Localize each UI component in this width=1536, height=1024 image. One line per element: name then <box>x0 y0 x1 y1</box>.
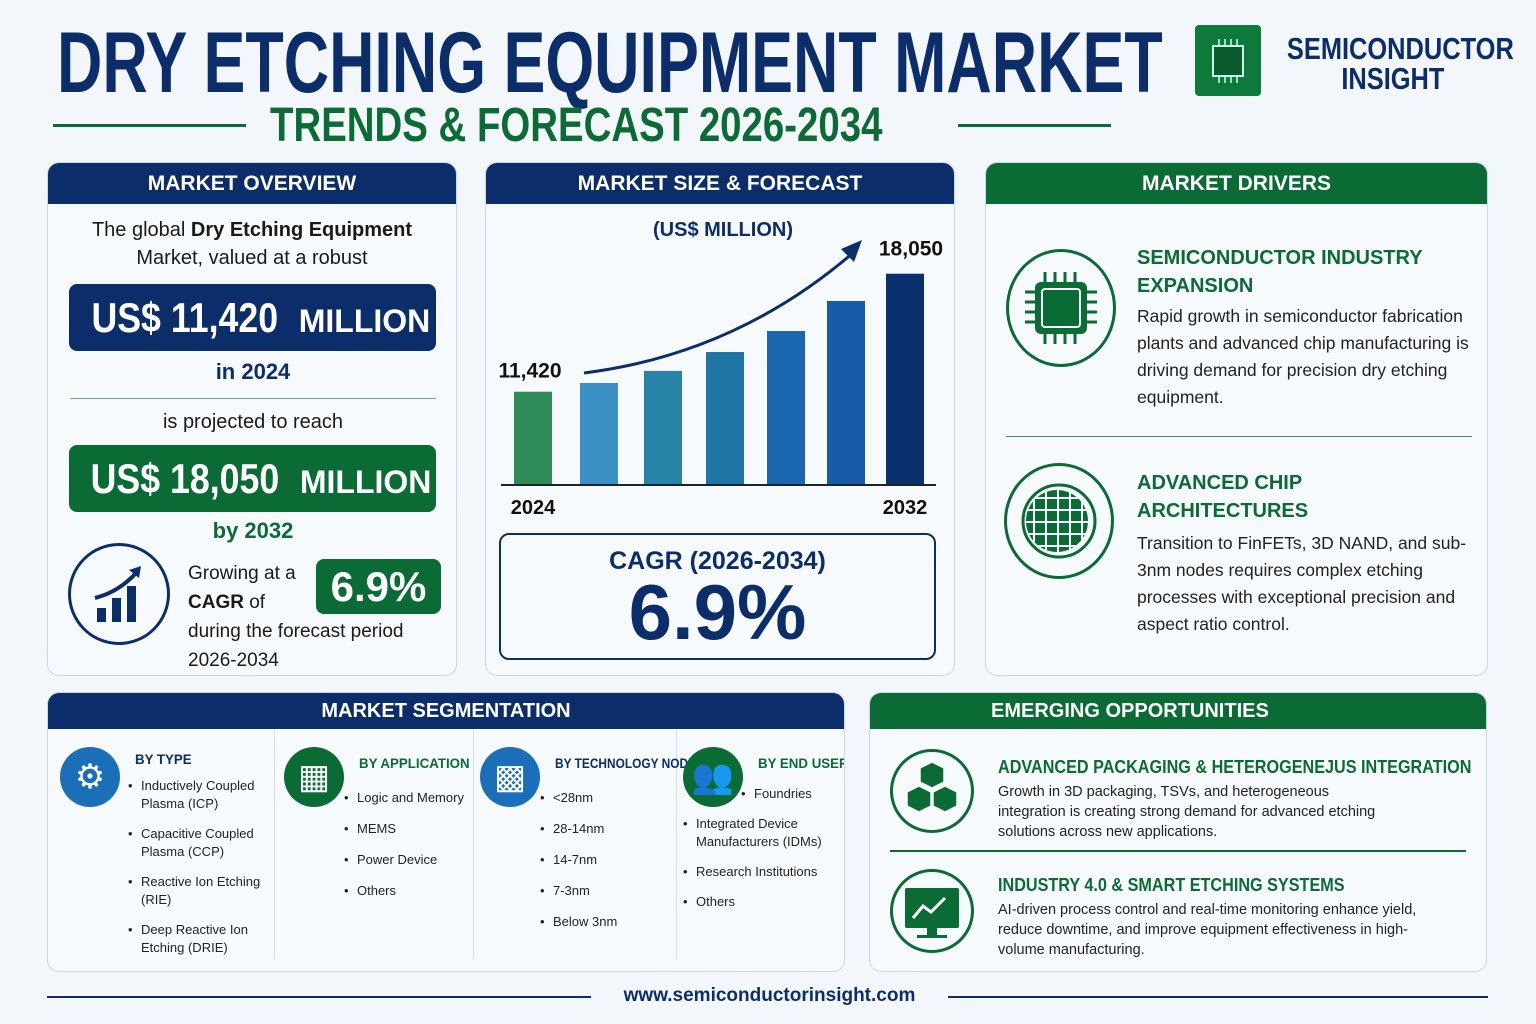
opportunity-item: INDUSTRY 4.0 & SMART ETCHING SYSTEMS AI-… <box>998 875 1478 960</box>
chip-icon <box>1006 249 1116 367</box>
forecast-bar-chart: (US$ MILLION) 2024 2032 11,420 18,050 <box>498 219 943 519</box>
growth-chart-icon <box>68 543 170 645</box>
segment-item: Capacitive Coupled Plasma (CCP) <box>128 825 275 861</box>
chart-bar <box>514 391 552 485</box>
panel-header: MARKET OVERVIEW <box>48 163 456 204</box>
cagr-box: CAGR (2026-2034) 6.9% <box>499 533 936 660</box>
segment-group: ▩ BY TECHNOLOGY NODE <28nm 28-14nm 14-7nm 7-3… <box>480 729 696 959</box>
chart-bar <box>886 273 924 485</box>
driver-text: Rapid growth in semiconductor fabricatio… <box>1137 306 1469 407</box>
segment-item: Reactive Ion Etching (RIE) <box>128 873 275 909</box>
monitor-chart-icon <box>890 869 974 953</box>
segment-item: Power Device <box>344 851 474 869</box>
cagr-value: 6.9% <box>628 568 807 656</box>
x-tick-label: 2024 <box>511 497 556 519</box>
chart-bar <box>767 331 805 485</box>
cagr-text: Growing at a CAGR of during the forecast p… <box>188 563 404 671</box>
divider <box>958 124 1111 127</box>
opportunity-item: ADVANCED PACKAGING & HETEROGENEJUS INTEG… <box>998 757 1478 842</box>
people-icon: 👥 <box>683 747 743 807</box>
page-title: DRY ETCHING EQUIPMENT MARKET <box>57 15 1163 111</box>
cubes-icon <box>890 749 974 833</box>
segment-list: Logic and Memory MEMS Power Device Others <box>344 789 474 913</box>
segment-title: BY TYPE <box>135 751 192 767</box>
overview-intro: The global Dry Etching Equipment Market, … <box>91 219 413 269</box>
divider <box>53 124 246 127</box>
data-label: 11,420 <box>498 360 561 383</box>
segment-item: Below 3nm <box>540 913 677 931</box>
chart-bar <box>827 300 865 485</box>
opportunity-text: AI-driven process control and real-time … <box>998 902 1417 958</box>
chart-bar <box>644 370 682 485</box>
value-2024-year: in 2024 <box>215 359 291 384</box>
segment-item: Logic and Memory <box>344 789 474 807</box>
segment-group: ▦ BY APPLICATION Logic and Memory MEMS Power… <box>284 729 474 959</box>
chip-icon: ▦ <box>284 747 344 807</box>
panel-header: EMERGING OPPORTUNITIES <box>870 693 1486 729</box>
driver-title: ADVANCED CHIP ARCHITECTURES <box>1137 472 1309 522</box>
logo-chip-icon <box>1195 25 1261 96</box>
cagr-badge: 6.9% <box>316 559 441 614</box>
data-label: 18,050 <box>879 238 943 261</box>
segment-item: Integrated Device Manufacturers (IDMs) <box>683 815 841 851</box>
website-link[interactable]: www.semiconductorinsight.com <box>623 985 916 1006</box>
panel-header: MARKET SIZE & FORECAST <box>486 163 954 204</box>
segment-title: BY TECHNOLOGY NODE <box>555 755 697 771</box>
segment-item: Inductively Coupled Plasma (ICP) <box>128 777 275 813</box>
segment-item: Others <box>683 893 841 911</box>
trend-arrow <box>583 250 855 375</box>
segment-group: ⚙ BY TYPE Inductively Coupled Plasma (ICP)… <box>60 729 275 971</box>
driver-title: SEMICONDUCTOR INDUSTRY EXPANSION <box>1137 247 1423 297</box>
y-axis-label: (US$ MILLION) <box>653 219 793 241</box>
segment-item: Others <box>128 969 275 971</box>
segment-list: Foundries Integrated Device Manufacturers… <box>683 785 841 923</box>
market-segmentation-panel: MARKET SEGMENTATION ⚙ BY TYPE Inductively … <box>47 692 845 972</box>
wafer-icon <box>1004 463 1114 579</box>
driver-item: SEMICONDUCTOR INDUSTRY EXPANSION Rapid g… <box>1137 244 1477 411</box>
panel-header: MARKET DRIVERS <box>986 163 1487 204</box>
market-size-panel: MARKET SIZE & FORECAST (US$ MILLION) 2024… <box>485 162 955 676</box>
market-overview-panel: MARKET OVERVIEW The global Dry Etching E… <box>47 162 457 676</box>
segment-title: BY APPLICATION <box>359 755 470 771</box>
wafer-icon: ▩ <box>480 747 540 807</box>
value-2032-badge: US$ 18,050 MILLION <box>69 445 436 512</box>
trend-arrow-head <box>841 240 862 262</box>
divider <box>47 996 591 998</box>
segment-group: 👥 BY END USER Foundries Integrated Device M… <box>683 729 845 959</box>
x-tick-label: 2032 <box>883 497 928 519</box>
gear-icon: ⚙ <box>60 747 120 807</box>
divider <box>1006 436 1472 437</box>
divider <box>948 996 1488 998</box>
driver-item: ADVANCED CHIP ARCHITECTURES Transition t… <box>1137 469 1477 638</box>
logo-text: SEMICONDUCTOR INSIGHT <box>1286 31 1514 96</box>
opportunity-text: Growth in 3D packaging, TSVs, and hetero… <box>998 784 1376 840</box>
market-drivers-panel: MARKET DRIVERS SEMICONDUCTOR INDUSTRY EX… <box>985 162 1488 676</box>
segment-item: Foundries <box>741 785 841 803</box>
page-subtitle: TRENDS & FORECAST 2026-2034 <box>270 99 883 152</box>
segment-item: MEMS <box>344 820 474 838</box>
divider <box>890 850 1466 852</box>
segment-item: Research Institutions <box>683 863 841 881</box>
chart-bar <box>580 383 618 485</box>
segment-list: <28nm 28-14nm 14-7nm 7-3nm Below 3nm <box>540 789 677 944</box>
segment-item: 14-7nm <box>540 851 677 869</box>
projected-text: is projected to reach <box>162 411 344 433</box>
value-2024-badge: US$ 11,420 MILLION <box>69 284 436 351</box>
segment-item: Deep Reactive Ion Etching (DRIE) <box>128 921 275 957</box>
divider <box>70 398 436 399</box>
segment-item: <28nm <box>540 789 677 807</box>
emerging-opportunities-panel: EMERGING OPPORTUNITIES ADVANCED PACKAGIN… <box>869 692 1487 972</box>
segment-list: Inductively Coupled Plasma (ICP) Capaciti… <box>128 777 275 971</box>
cagr-label: CAGR (2026-2034) <box>609 547 826 575</box>
value-2032-year: by 2032 <box>212 518 294 543</box>
opportunity-title: INDUSTRY 4.0 & SMART ETCHING SYSTEMS <box>998 875 1345 895</box>
opportunity-title: ADVANCED PACKAGING & HETEROGENEJUS INTEG… <box>998 757 1472 777</box>
segment-item: 28-14nm <box>540 820 677 838</box>
chart-bar <box>706 352 744 485</box>
panel-header: MARKET SEGMENTATION <box>48 693 844 729</box>
driver-text: Transition to FinFETs, 3D NAND, and sub-… <box>1137 533 1467 634</box>
segment-title: BY END USER <box>758 755 845 771</box>
segment-item: Others <box>344 882 474 900</box>
segment-item: 7-3nm <box>540 882 677 900</box>
